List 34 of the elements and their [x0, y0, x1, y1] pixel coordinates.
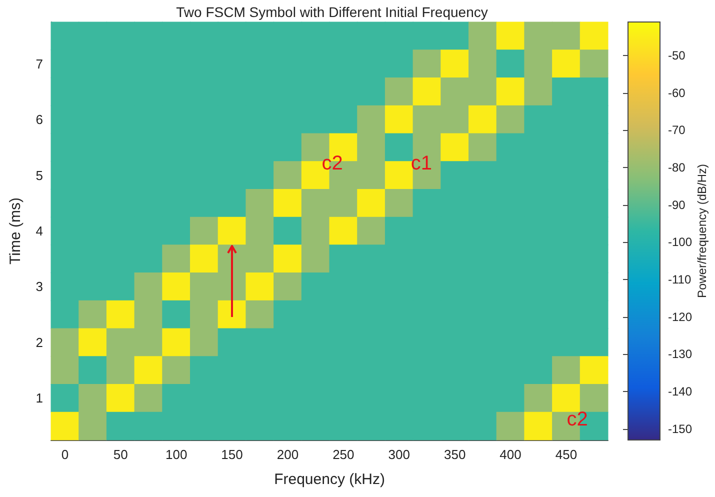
color-bar-label: -110 — [668, 272, 692, 287]
y-tick-label: 6 — [36, 112, 43, 128]
x-axis-title: Frequency (kHz) — [274, 471, 385, 488]
x-tick-label: 300 — [388, 447, 410, 462]
color-bar-title: Power/frequency (dB/Hz) — [694, 164, 709, 298]
color-bar-label: -100 — [668, 235, 692, 250]
x-tick-label: 100 — [165, 447, 188, 462]
y-tick-label: 4 — [36, 224, 43, 238]
x-tick-label: 400 — [500, 447, 522, 462]
annotation: c2 — [566, 408, 588, 432]
color-bar-label: -140 — [668, 384, 692, 398]
x-tick-label: 50 — [113, 447, 128, 462]
x-tick-label: 350 — [444, 447, 466, 462]
y-axis-title: Time (ms) — [7, 198, 24, 264]
y-tick-label: 2 — [36, 334, 43, 350]
color-bar-label: -90 — [668, 198, 686, 212]
color-bar-label: -50 — [668, 48, 686, 63]
y-tick-label: 3 — [36, 279, 43, 294]
x-tick-label: 450 — [555, 447, 578, 462]
color-bar-label: -60 — [668, 86, 686, 100]
x-tick-label: 150 — [221, 447, 243, 462]
color-bar-label: -70 — [668, 123, 686, 138]
color-bar-label: -120 — [668, 310, 692, 324]
chart-title: Two FSCM Symbol with Different Initial Frequency — [176, 4, 488, 20]
color-bar-label: -80 — [668, 160, 686, 175]
y-tick-label: 5 — [36, 168, 43, 183]
annotation: c1 — [410, 152, 432, 176]
y-tick-label: 1 — [36, 390, 43, 406]
x-tick-label: 200 — [276, 447, 299, 462]
color-bar-label: -150 — [668, 422, 692, 436]
color-bar-label: -130 — [668, 347, 692, 362]
y-tick-label: 7 — [36, 56, 43, 72]
x-tick-label: 0 — [61, 447, 69, 462]
x-tick-label: 250 — [332, 447, 354, 462]
